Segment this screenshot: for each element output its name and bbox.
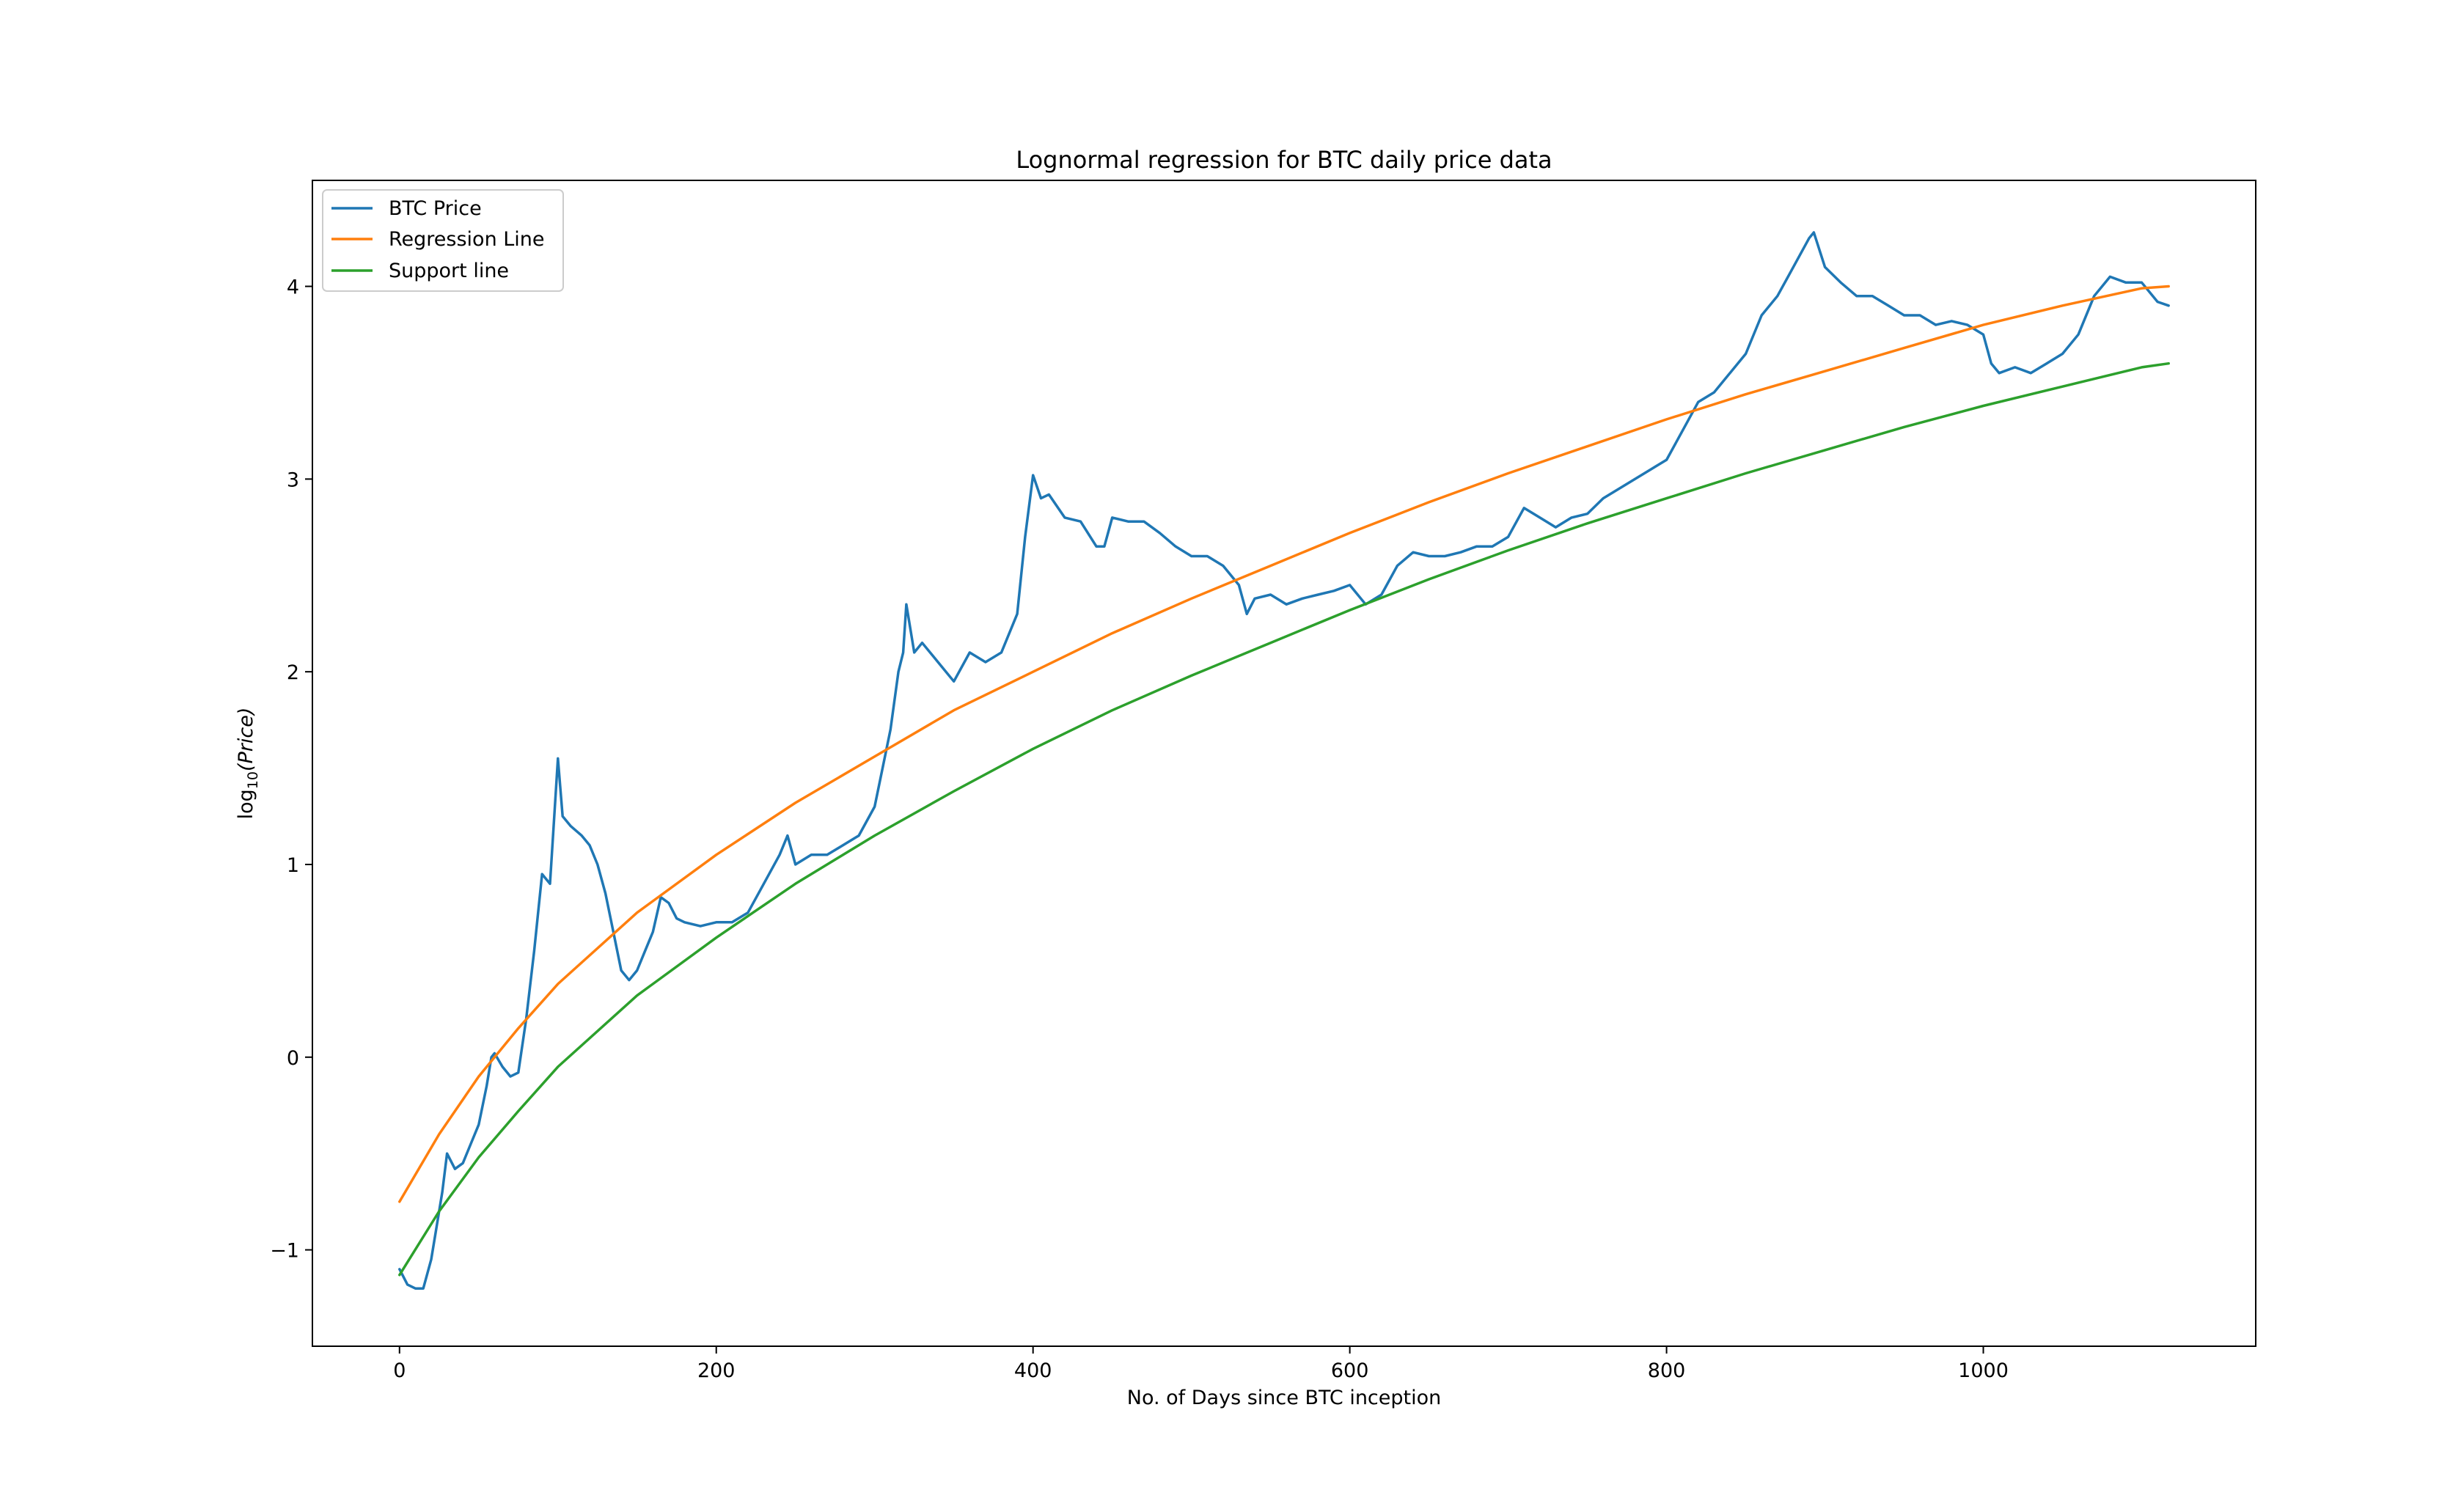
y-tick-label: 4 — [287, 276, 299, 299]
series-layer — [398, 231, 2170, 1290]
y-tick-label: 3 — [287, 469, 299, 491]
legend-label-support-line: Support line — [389, 260, 509, 282]
y-tick-label: 0 — [287, 1047, 299, 1070]
series-regression-line — [398, 284, 2170, 1203]
y-axis-label-sub: 10 — [245, 771, 261, 789]
x-tick-label: 1000 — [1958, 1359, 2009, 1382]
axes-layer: 0 200 400 600 800 1000 −1 0 1 2 3 4 — [270, 276, 2009, 1382]
x-tick-label: 400 — [1014, 1359, 1052, 1382]
series-btc-price — [398, 231, 2170, 1290]
x-tick-label: 0 — [393, 1359, 406, 1382]
y-tick-label: −1 — [270, 1240, 299, 1263]
y-tick-label: 1 — [287, 854, 299, 877]
x-tick-label: 200 — [697, 1359, 736, 1382]
series-support-line — [398, 361, 2170, 1277]
legend: BTC Price Regression Line Support line — [322, 189, 564, 292]
plot-frame — [312, 180, 2256, 1347]
x-tick-label: 800 — [1648, 1359, 1686, 1382]
x-tick-label: 600 — [1331, 1359, 1369, 1382]
y-axis-label-var: (Price) — [235, 708, 257, 771]
legend-box — [322, 189, 564, 292]
x-axis-label: No. of Days since BTC inception — [1127, 1387, 1442, 1409]
legend-label-regression-line: Regression Line — [389, 228, 545, 251]
chart-title: Lognormal regression for BTC daily price… — [1016, 146, 1552, 174]
legend-label-btc-price: BTC Price — [389, 197, 482, 220]
y-axis-label-log: log — [235, 789, 257, 819]
y-tick-label: 2 — [287, 661, 299, 684]
y-axis-label: log10(Price) — [235, 708, 261, 820]
